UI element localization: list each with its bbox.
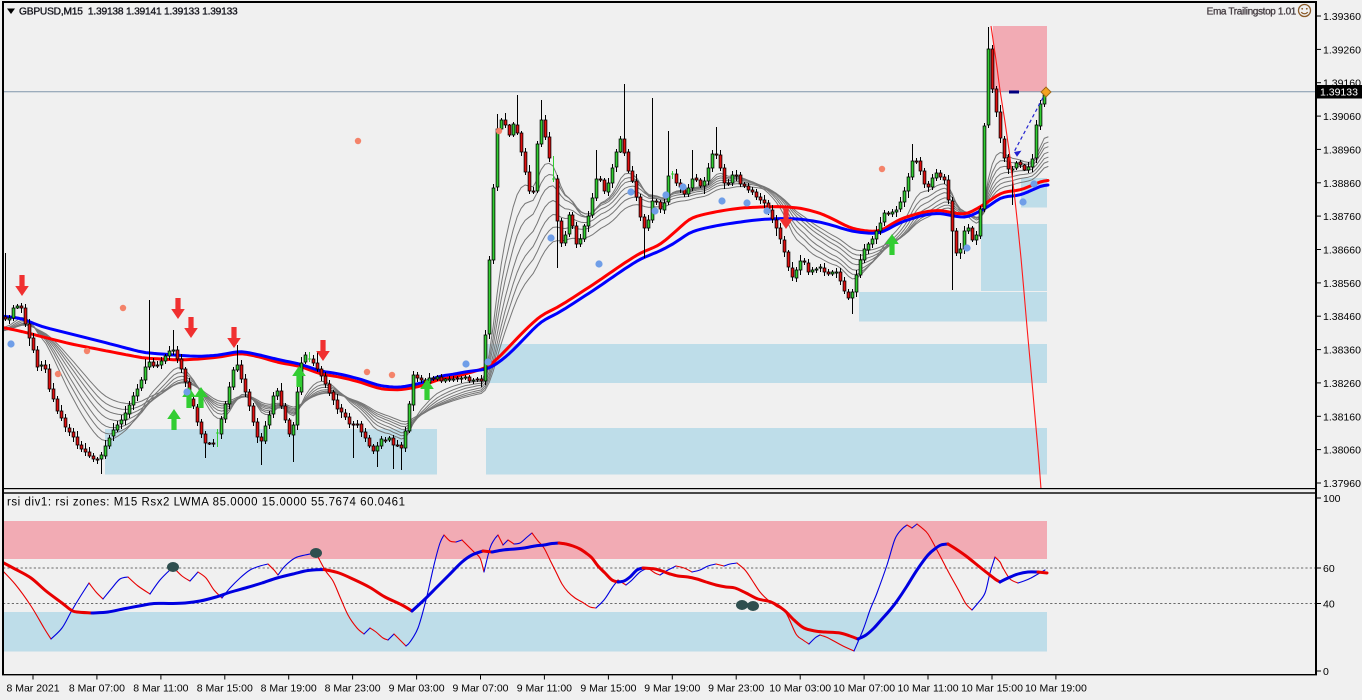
svg-text:8 Mar 07:00: 8 Mar 07:00	[69, 683, 125, 695]
svg-text:1.38560: 1.38560	[1323, 278, 1361, 290]
svg-text:1.37960: 1.37960	[1323, 478, 1361, 490]
svg-text:10 Mar 07:00: 10 Mar 07:00	[833, 683, 895, 695]
svg-text:1.38260: 1.38260	[1323, 378, 1361, 390]
svg-text:1.38360: 1.38360	[1323, 345, 1361, 357]
svg-text:GBPUSD,M15 1.39138 1.39141 1.: GBPUSD,M15 1.39138 1.39141 1.39133 1.391…	[19, 7, 238, 18]
svg-text:1.39133: 1.39133	[1320, 86, 1358, 98]
svg-text:9 Mar 07:00: 9 Mar 07:00	[452, 683, 508, 695]
svg-text:1.39360: 1.39360	[1323, 11, 1361, 23]
svg-text:8 Mar 11:00: 8 Mar 11:00	[133, 683, 188, 695]
svg-text:10 Mar 19:00: 10 Mar 19:00	[1025, 683, 1087, 695]
svg-text:10 Mar 03:00: 10 Mar 03:00	[769, 683, 831, 695]
svg-text:rsi div1: rsi zones: M15 Rsx2: rsi div1: rsi zones: M15 Rsx2 LWMA 85.00…	[7, 497, 406, 509]
svg-text:8 Mar 15:00: 8 Mar 15:00	[197, 683, 253, 695]
svg-text:1.38160: 1.38160	[1323, 411, 1361, 423]
svg-text:60: 60	[1323, 563, 1335, 575]
svg-text:1.38760: 1.38760	[1323, 211, 1361, 223]
svg-text:1.38860: 1.38860	[1323, 178, 1361, 190]
svg-text:9 Mar 11:00: 9 Mar 11:00	[517, 683, 572, 695]
svg-text:10 Mar 11:00: 10 Mar 11:00	[897, 683, 958, 695]
svg-text:1.38960: 1.38960	[1323, 144, 1361, 156]
svg-text:9 Mar 03:00: 9 Mar 03:00	[389, 683, 445, 695]
svg-text:9 Mar 23:00: 9 Mar 23:00	[708, 683, 764, 695]
svg-text:8 Mar 23:00: 8 Mar 23:00	[325, 683, 381, 695]
svg-text:0: 0	[1323, 666, 1329, 678]
svg-text:9 Mar 19:00: 9 Mar 19:00	[644, 683, 700, 695]
svg-text:10 Mar 15:00: 10 Mar 15:00	[961, 683, 1023, 695]
svg-text:8 Mar 2021: 8 Mar 2021	[6, 683, 59, 695]
svg-text:40: 40	[1323, 599, 1335, 611]
svg-text:100: 100	[1323, 493, 1341, 505]
svg-text:8 Mar 19:00: 8 Mar 19:00	[261, 683, 317, 695]
svg-text:9 Mar 15:00: 9 Mar 15:00	[580, 683, 636, 695]
svg-text:Ema Trailingstop 1.01: Ema Trailingstop 1.01	[1207, 7, 1297, 18]
svg-text:1.39260: 1.39260	[1323, 44, 1361, 56]
svg-text:1.38660: 1.38660	[1323, 245, 1361, 257]
svg-text:1.38460: 1.38460	[1323, 311, 1361, 323]
svg-text:1.39060: 1.39060	[1323, 111, 1361, 123]
svg-text:1.38060: 1.38060	[1323, 445, 1361, 457]
